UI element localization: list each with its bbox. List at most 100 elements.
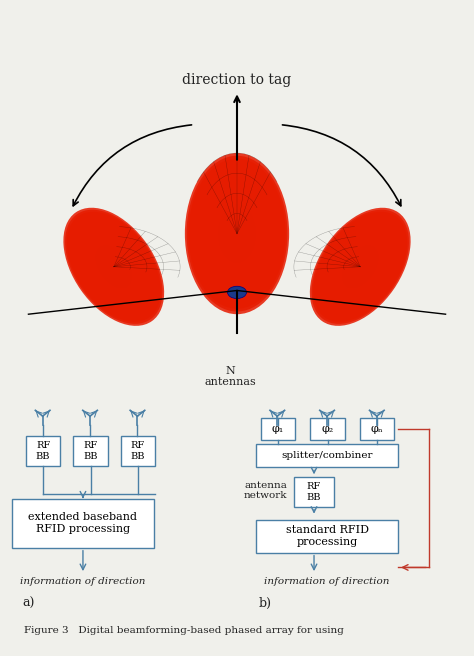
- Ellipse shape: [317, 216, 404, 318]
- Ellipse shape: [337, 239, 384, 295]
- Text: direction to tag: direction to tag: [182, 73, 292, 87]
- Ellipse shape: [352, 257, 369, 277]
- Ellipse shape: [97, 247, 130, 287]
- Ellipse shape: [322, 222, 399, 312]
- Ellipse shape: [105, 257, 122, 277]
- Ellipse shape: [342, 245, 379, 289]
- Text: RF
BB: RF BB: [36, 441, 50, 461]
- Ellipse shape: [214, 199, 260, 268]
- Ellipse shape: [216, 201, 258, 266]
- Ellipse shape: [204, 182, 270, 285]
- Ellipse shape: [338, 241, 382, 293]
- Ellipse shape: [110, 263, 117, 271]
- Ellipse shape: [350, 255, 370, 279]
- Ellipse shape: [197, 172, 277, 295]
- Ellipse shape: [208, 188, 266, 279]
- Ellipse shape: [325, 226, 395, 308]
- Ellipse shape: [107, 259, 120, 275]
- Ellipse shape: [70, 216, 157, 318]
- Ellipse shape: [232, 226, 242, 241]
- FancyBboxPatch shape: [12, 499, 154, 548]
- Ellipse shape: [218, 204, 256, 263]
- Ellipse shape: [65, 210, 163, 324]
- Ellipse shape: [335, 237, 385, 297]
- Text: φₙ: φₙ: [371, 424, 383, 434]
- Text: φ₁: φ₁: [272, 424, 284, 434]
- Ellipse shape: [192, 164, 282, 304]
- Text: Figure 3   Digital beamforming-based phased array for using: Figure 3 Digital beamforming-based phase…: [24, 626, 344, 635]
- Ellipse shape: [72, 218, 156, 316]
- Text: φ₂: φ₂: [321, 424, 334, 434]
- FancyBboxPatch shape: [73, 436, 108, 466]
- FancyBboxPatch shape: [261, 419, 295, 440]
- FancyBboxPatch shape: [294, 478, 334, 506]
- Ellipse shape: [82, 230, 146, 304]
- Text: N
antennas: N antennas: [204, 366, 256, 387]
- Ellipse shape: [102, 253, 126, 281]
- Text: information of direction: information of direction: [264, 577, 390, 586]
- FancyBboxPatch shape: [26, 436, 60, 466]
- Ellipse shape: [318, 218, 402, 316]
- Ellipse shape: [315, 214, 406, 320]
- Ellipse shape: [193, 167, 281, 300]
- Ellipse shape: [313, 212, 407, 322]
- Ellipse shape: [185, 153, 289, 314]
- Ellipse shape: [228, 220, 246, 247]
- Ellipse shape: [227, 218, 247, 250]
- Ellipse shape: [89, 237, 139, 297]
- Text: extended baseband
RFID processing: extended baseband RFID processing: [28, 512, 137, 534]
- FancyBboxPatch shape: [121, 436, 155, 466]
- Ellipse shape: [328, 230, 392, 304]
- Ellipse shape: [347, 251, 374, 283]
- Ellipse shape: [209, 191, 265, 277]
- Ellipse shape: [73, 220, 154, 314]
- Text: antenna
network: antenna network: [244, 481, 288, 500]
- Ellipse shape: [87, 236, 141, 298]
- Ellipse shape: [67, 212, 161, 322]
- Ellipse shape: [355, 261, 365, 273]
- Ellipse shape: [219, 207, 255, 260]
- Text: RF
BB: RF BB: [131, 441, 145, 461]
- Text: RF
BB: RF BB: [83, 441, 98, 461]
- Ellipse shape: [109, 261, 119, 273]
- Ellipse shape: [201, 177, 273, 290]
- Ellipse shape: [85, 234, 142, 300]
- Ellipse shape: [345, 249, 375, 285]
- Ellipse shape: [188, 158, 286, 309]
- FancyBboxPatch shape: [310, 419, 345, 440]
- Ellipse shape: [354, 259, 367, 275]
- Ellipse shape: [348, 253, 372, 281]
- Ellipse shape: [90, 239, 137, 295]
- FancyBboxPatch shape: [256, 520, 398, 552]
- Ellipse shape: [95, 245, 132, 289]
- FancyBboxPatch shape: [256, 444, 398, 467]
- Ellipse shape: [234, 228, 240, 239]
- Ellipse shape: [225, 215, 249, 253]
- Ellipse shape: [311, 210, 409, 324]
- Ellipse shape: [228, 286, 246, 298]
- Ellipse shape: [104, 255, 124, 279]
- Text: information of direction: information of direction: [20, 577, 146, 586]
- Ellipse shape: [77, 224, 151, 310]
- Ellipse shape: [327, 228, 394, 306]
- Ellipse shape: [206, 185, 268, 282]
- Text: standard RFID
processing: standard RFID processing: [285, 525, 369, 547]
- Ellipse shape: [112, 265, 116, 269]
- Ellipse shape: [68, 214, 159, 320]
- Ellipse shape: [75, 222, 152, 312]
- Text: RF
BB: RF BB: [307, 482, 321, 502]
- Ellipse shape: [83, 232, 144, 302]
- Ellipse shape: [202, 180, 272, 287]
- FancyBboxPatch shape: [360, 419, 394, 440]
- Ellipse shape: [99, 249, 129, 285]
- Ellipse shape: [199, 174, 275, 293]
- Ellipse shape: [100, 251, 127, 283]
- Text: a): a): [22, 597, 35, 610]
- Ellipse shape: [64, 208, 164, 326]
- Text: b): b): [259, 597, 272, 610]
- Ellipse shape: [358, 265, 362, 269]
- Ellipse shape: [92, 241, 136, 293]
- Ellipse shape: [230, 223, 244, 245]
- Ellipse shape: [221, 209, 253, 258]
- Text: splitter/combiner: splitter/combiner: [281, 451, 373, 460]
